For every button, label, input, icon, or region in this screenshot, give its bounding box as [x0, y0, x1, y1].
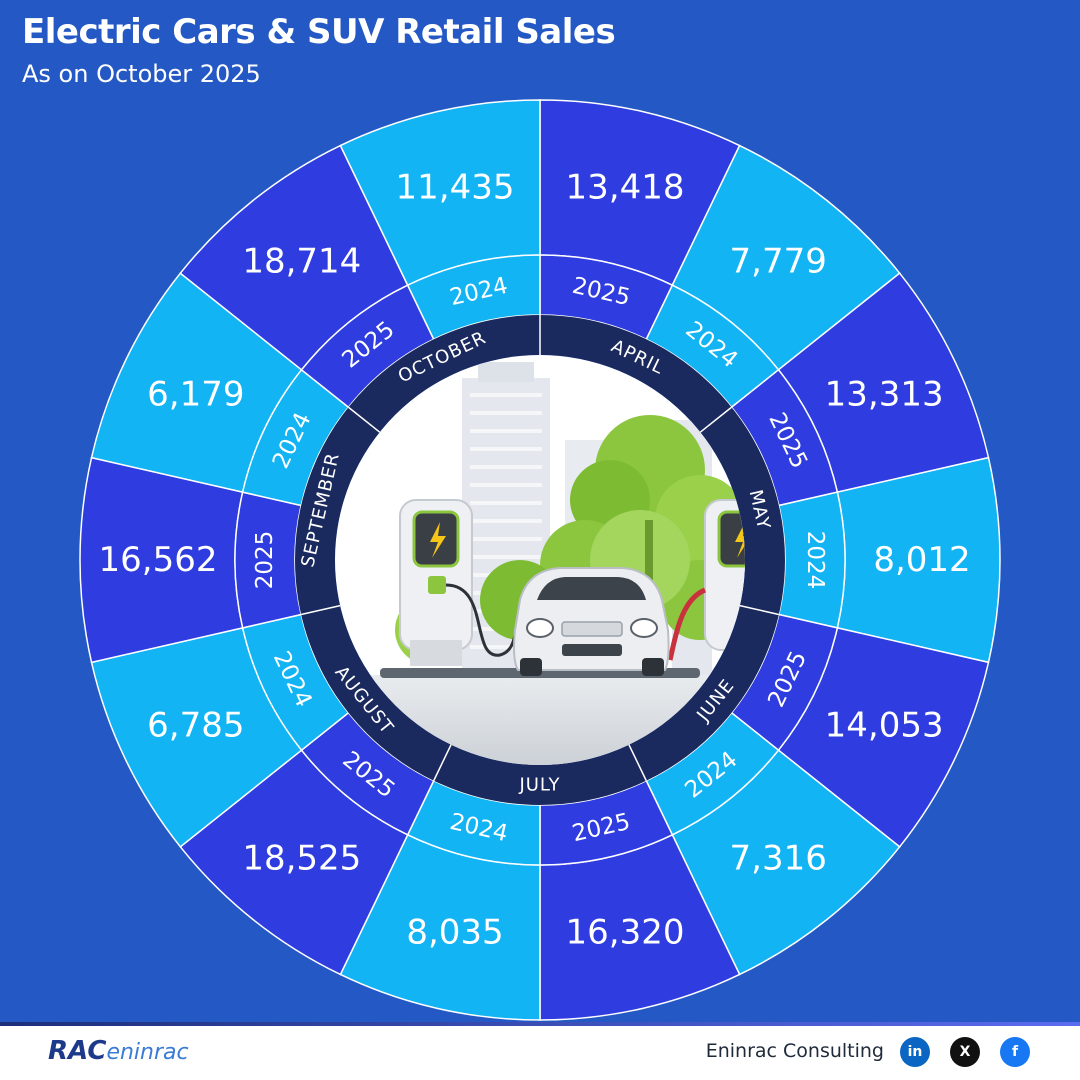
- month-divider: [433, 744, 452, 782]
- footer: RACeninrac Eninrac Consulting in X f: [0, 1022, 1080, 1080]
- facebook-icon[interactable]: f: [1000, 1037, 1030, 1067]
- logo-main: RAC: [48, 1036, 107, 1066]
- value-label-may-2024: 8,012: [873, 540, 970, 580]
- value-label-july-2025: 16,320: [566, 912, 685, 952]
- value-label-october-2025: 18,714: [242, 241, 361, 281]
- value-label-september-2025: 16,562: [99, 540, 218, 580]
- value-label-april-2025: 13,418: [566, 168, 685, 208]
- value-label-august-2025: 18,525: [242, 839, 361, 879]
- month-divider: [347, 406, 381, 433]
- month-label-july: JULY: [518, 775, 560, 796]
- month-divider: [628, 744, 647, 782]
- month-divider: [699, 406, 733, 433]
- electric-car-icon: [513, 567, 670, 676]
- value-label-august-2024: 6,785: [147, 706, 244, 746]
- value-label-may-2025: 13,313: [825, 374, 944, 414]
- value-label-april-2024: 7,779: [730, 241, 827, 281]
- value-label-july-2024: 8,035: [406, 912, 503, 952]
- year-label-may-2024: 2024: [802, 531, 828, 590]
- logo-sub: eninrac: [106, 1040, 189, 1065]
- value-label-june-2025: 14,053: [825, 706, 944, 746]
- x-icon[interactable]: X: [950, 1037, 980, 1067]
- page-title: Electric Cars & SUV Retail Sales: [22, 12, 616, 52]
- month-divider: [300, 604, 341, 616]
- page-subtitle: As on October 2025: [22, 60, 261, 88]
- footer-accent-bar: [0, 1022, 1080, 1026]
- wheel-segments: 13,41820257,779202413,31320258,012202414…: [79, 99, 1001, 1021]
- year-label-september-2025: 2025: [252, 531, 278, 590]
- value-label-june-2024: 7,316: [730, 839, 827, 879]
- linkedin-icon[interactable]: in: [900, 1037, 930, 1067]
- value-label-october-2024: 11,435: [396, 168, 515, 208]
- building: [478, 362, 534, 382]
- company-logo: RACeninrac: [48, 1036, 189, 1066]
- value-label-september-2024: 6,179: [147, 374, 244, 414]
- company-name: Eninrac Consulting: [705, 1040, 884, 1062]
- month-divider: [739, 604, 780, 616]
